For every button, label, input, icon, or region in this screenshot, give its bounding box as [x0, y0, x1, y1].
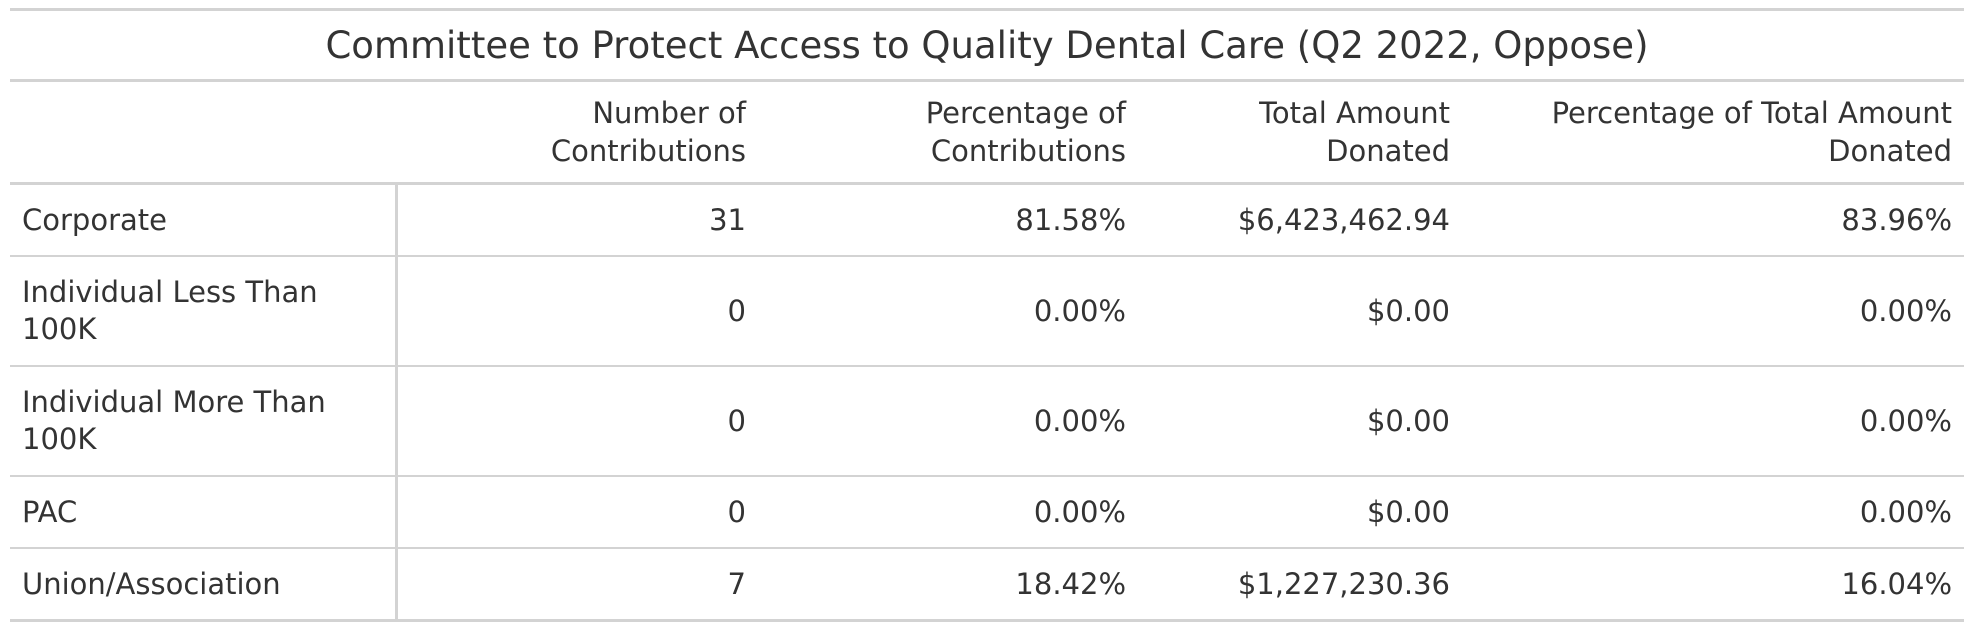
cell-percentage-contributions: 81.58% — [758, 183, 1138, 257]
row-label: Union/Association — [10, 548, 398, 622]
cell-total-amount: $1,227,230.36 — [1138, 548, 1462, 622]
cell-percentage-contributions: 18.42% — [758, 548, 1138, 622]
table-row: Union/Association 7 18.42% $1,227,230.36… — [10, 548, 1964, 622]
cell-number: 0 — [396, 366, 758, 477]
table-title: Committee to Protect Access to Quality D… — [10, 8, 1964, 82]
column-header-percentage-of-total-amount: Percentage of Total Amount Donated — [1462, 80, 1964, 185]
column-header-stub — [10, 80, 396, 185]
column-header-number-of-contributions: Number of Contributions — [396, 80, 758, 185]
column-header-percentage-of-contributions: Percentage of Contributions — [758, 80, 1138, 185]
table-row: Individual Less Than 100K 0 0.00% $0.00 … — [10, 256, 1964, 367]
contributions-table-container: Committee to Protect Access to Quality D… — [10, 8, 1964, 622]
cell-percentage-contributions: 0.00% — [758, 256, 1138, 367]
row-label: Corporate — [10, 183, 398, 257]
cell-percentage-amount: 16.04% — [1462, 548, 1964, 622]
cell-number: 7 — [396, 548, 758, 622]
table-row: PAC 0 0.00% $0.00 0.00% — [10, 476, 1964, 549]
cell-percentage-amount: 0.00% — [1462, 256, 1964, 367]
cell-percentage-contributions: 0.00% — [758, 476, 1138, 549]
column-header-total-amount-donated: Total Amount Donated — [1138, 80, 1462, 185]
cell-total-amount: $0.00 — [1138, 256, 1462, 367]
cell-percentage-amount: 83.96% — [1462, 183, 1964, 257]
row-label: Individual More Than 100K — [10, 366, 398, 477]
row-label: Individual Less Than 100K — [10, 256, 398, 367]
cell-percentage-amount: 0.00% — [1462, 366, 1964, 477]
contributions-table: Committee to Protect Access to Quality D… — [10, 8, 1964, 622]
table-row: Individual More Than 100K 0 0.00% $0.00 … — [10, 366, 1964, 477]
table-title-row: Committee to Protect Access to Quality D… — [10, 8, 1964, 82]
cell-percentage-amount: 0.00% — [1462, 476, 1964, 549]
cell-number: 0 — [396, 476, 758, 549]
cell-number: 31 — [396, 183, 758, 257]
cell-total-amount: $0.00 — [1138, 476, 1462, 549]
cell-total-amount: $0.00 — [1138, 366, 1462, 477]
cell-total-amount: $6,423,462.94 — [1138, 183, 1462, 257]
cell-number: 0 — [396, 256, 758, 367]
cell-percentage-contributions: 0.00% — [758, 366, 1138, 477]
table-row: Corporate 31 81.58% $6,423,462.94 83.96% — [10, 183, 1964, 257]
column-header-row: Number of Contributions Percentage of Co… — [10, 80, 1964, 185]
row-label: PAC — [10, 476, 398, 549]
